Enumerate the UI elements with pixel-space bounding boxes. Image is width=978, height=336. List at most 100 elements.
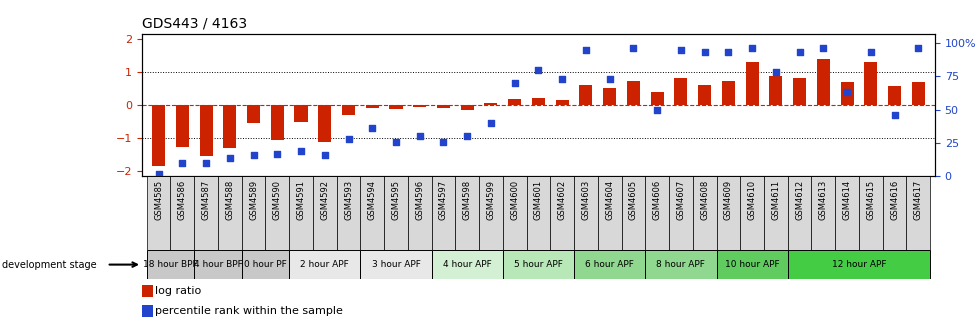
Text: GSM4610: GSM4610 [747,180,756,220]
Bar [792,78,805,105]
Bar [242,176,265,250]
Bar [787,176,811,250]
Bar [289,176,313,250]
Text: 4 hour APF: 4 hour APF [442,260,491,269]
Point [791,50,807,55]
Bar [265,176,289,250]
Point [151,171,166,176]
Bar [626,81,640,105]
Point [222,155,238,160]
Bar [645,176,668,250]
Text: GSM4613: GSM4613 [818,180,827,220]
Bar [573,250,645,279]
Bar [721,81,734,105]
Point [910,46,925,51]
Text: GSM4590: GSM4590 [273,180,282,220]
Text: GSM4614: GSM4614 [842,180,851,220]
Bar [739,176,763,250]
Bar [341,105,355,115]
Text: 8 hour APF: 8 hour APF [656,260,704,269]
Bar [508,99,520,105]
Bar [769,76,781,105]
Bar [246,105,260,123]
Text: GSM4608: GSM4608 [699,180,708,220]
Bar [147,176,170,250]
Bar [573,176,598,250]
Bar [455,176,478,250]
Point [648,107,664,112]
Bar [289,250,360,279]
Bar [503,176,526,250]
Point [554,76,569,82]
Bar [318,105,331,141]
Text: GSM4587: GSM4587 [201,180,210,220]
Text: GSM4591: GSM4591 [296,180,305,220]
Bar [194,250,242,279]
Bar [223,105,236,148]
Text: GSM4600: GSM4600 [510,180,518,220]
Text: GSM4597: GSM4597 [438,180,448,220]
Point [838,90,854,95]
Bar [336,176,360,250]
Point [673,47,689,52]
Point [412,134,427,139]
Point [696,50,712,55]
Point [174,160,190,166]
Bar [598,176,621,250]
Bar [816,59,829,105]
Bar [413,105,425,107]
Point [245,152,261,158]
Point [743,46,759,51]
Bar [170,176,194,250]
Bar [147,250,194,279]
Text: GSM4606: GSM4606 [652,180,661,220]
Text: GSM4616: GSM4616 [889,180,898,220]
Bar [431,176,455,250]
Bar [431,250,503,279]
Bar [478,176,503,250]
Bar [383,176,408,250]
Bar [242,250,289,279]
Bar [864,62,876,105]
Text: GSM4588: GSM4588 [225,180,234,220]
Point [387,139,403,144]
Text: GSM4594: GSM4594 [368,180,377,220]
Bar [408,176,431,250]
Bar [858,176,882,250]
Text: GSM4586: GSM4586 [178,180,187,220]
Point [720,50,735,55]
Text: GSM4602: GSM4602 [557,180,566,220]
Text: 6 hour APF: 6 hour APF [585,260,634,269]
Bar [503,250,573,279]
Text: GSM4604: GSM4604 [604,180,613,220]
Text: log ratio: log ratio [156,286,201,296]
Text: GDS443 / 4163: GDS443 / 4163 [142,16,246,30]
Point [269,151,285,156]
Text: GSM4589: GSM4589 [248,180,258,220]
Bar [887,86,900,105]
Point [198,160,213,166]
Bar [360,176,383,250]
Text: 0 hour PF: 0 hour PF [244,260,287,269]
Bar [579,85,592,105]
Text: GSM4595: GSM4595 [391,180,400,220]
Bar [200,105,212,157]
Bar [176,105,189,146]
Text: 5 hour APF: 5 hour APF [513,260,562,269]
Point [482,120,498,126]
Text: 4 hour BPF: 4 hour BPF [194,260,243,269]
Bar [142,285,154,297]
Bar [218,176,242,250]
Text: GSM4585: GSM4585 [154,180,163,220]
Bar [745,62,758,105]
Bar [526,176,550,250]
Point [601,76,617,82]
Bar [811,176,834,250]
Text: GSM4601: GSM4601 [533,180,543,220]
Bar [142,305,154,317]
Bar [602,88,615,105]
Point [435,139,451,144]
Point [317,152,333,158]
Point [625,46,641,51]
Text: GSM4599: GSM4599 [486,180,495,220]
